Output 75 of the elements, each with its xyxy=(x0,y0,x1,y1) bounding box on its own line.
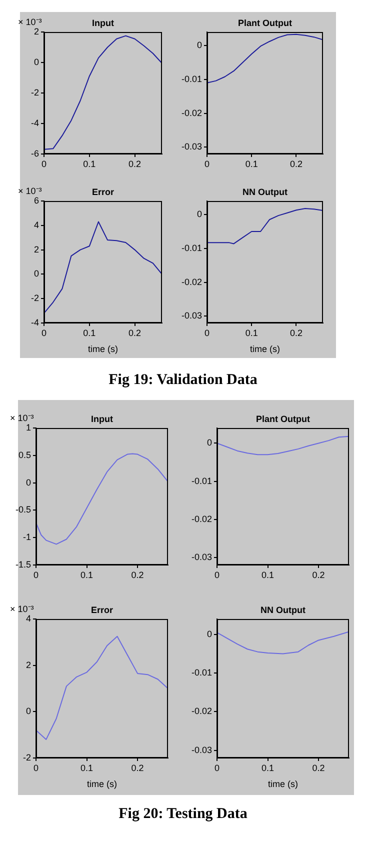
y-tick-label: -0.5 xyxy=(15,504,31,515)
y-tick-label: 2 xyxy=(26,660,31,670)
x-axis-title: time (s) xyxy=(87,779,117,790)
x-tick-label: 0 xyxy=(214,570,220,580)
y-tick-label: -1.5 xyxy=(15,559,31,570)
x-tick-label: 0 xyxy=(41,158,47,169)
x-tick-label: 0.1 xyxy=(262,762,274,773)
x-tick-label: 0.1 xyxy=(245,328,258,338)
y-tick-label: -0.03 xyxy=(191,552,212,562)
y-axis-title: × 10⁻³ xyxy=(10,412,34,423)
y-tick-label: -6 xyxy=(30,148,39,158)
y-axis-title: × 10⁻³ xyxy=(18,186,42,196)
x-tick-label: 0.1 xyxy=(245,158,258,169)
y-tick-label: 6 xyxy=(34,195,39,206)
x-tick-label: 0.2 xyxy=(290,158,302,169)
x-tick-label: 0.1 xyxy=(80,570,94,580)
y-tick-label: -0.03 xyxy=(191,744,212,755)
x-axis-title: time (s) xyxy=(88,344,118,354)
y-tick-label: 0 xyxy=(34,56,39,67)
y-tick-label: 0.5 xyxy=(18,450,31,460)
y-tick-label: -0.03 xyxy=(181,310,202,321)
x-tick-label: 0.2 xyxy=(128,158,142,169)
chart-title: Error xyxy=(90,604,114,615)
y-tick-label: 0 xyxy=(196,40,202,50)
x-tick-label: 0.1 xyxy=(80,762,94,773)
y-tick-label: -0.02 xyxy=(191,706,212,716)
x-axis-title: time (s) xyxy=(250,344,280,354)
y-tick-label: -0.03 xyxy=(181,142,202,152)
y-tick-label: -0.02 xyxy=(181,108,202,118)
chart-title: Plant Output xyxy=(256,414,310,424)
y-tick-label: 1 xyxy=(26,422,31,432)
x-tick-label: 0.2 xyxy=(131,762,144,773)
chart-title: Input xyxy=(92,18,114,28)
y-tick-label: -0.02 xyxy=(191,514,212,524)
chart-title: Plant Output xyxy=(238,18,292,28)
y-axis-title: × 10⁻³ xyxy=(18,16,42,27)
y-tick-label: 4 xyxy=(34,220,39,230)
y-tick-label: -0.01 xyxy=(191,668,212,678)
x-axis-title: time (s) xyxy=(268,779,298,790)
caption: Fig 20: Testing Data xyxy=(118,806,248,823)
chart-title: NN Output xyxy=(260,604,306,615)
chart-title: NN Output xyxy=(242,186,288,197)
y-tick-label: 0 xyxy=(26,706,31,716)
x-tick-label: 0.1 xyxy=(83,328,96,338)
chart-title: Error xyxy=(92,186,114,197)
y-tick-label: 2 xyxy=(34,26,39,36)
y-tick-label: -0.01 xyxy=(181,242,202,253)
x-tick-label: 0.1 xyxy=(262,570,274,580)
y-tick-label: -0.01 xyxy=(181,74,202,84)
y-tick-label: -0.02 xyxy=(181,276,202,287)
y-tick-label: 0 xyxy=(34,268,39,279)
y-axis-title: × 10⁻³ xyxy=(10,604,34,614)
x-tick-label: 0.2 xyxy=(131,570,144,580)
y-tick-label: 2 xyxy=(34,244,39,254)
y-tick-label: -2 xyxy=(22,752,31,762)
caption: Fig 19: Validation Data xyxy=(108,372,258,389)
y-tick-label: 0 xyxy=(206,438,212,448)
y-tick-label: -4 xyxy=(30,317,39,328)
y-tick-label: -0.01 xyxy=(191,476,212,486)
chart-title: Input xyxy=(91,414,113,424)
y-tick-label: -1 xyxy=(22,532,31,542)
x-tick-label: 0.2 xyxy=(128,328,142,338)
x-tick-label: 0.2 xyxy=(312,762,325,773)
y-tick-label: -4 xyxy=(30,118,39,128)
y-tick-label: -2 xyxy=(30,293,39,304)
x-tick-label: 0 xyxy=(214,762,220,773)
x-tick-label: 0.2 xyxy=(312,570,325,580)
y-tick-label: 0 xyxy=(206,628,212,639)
y-tick-label: -2 xyxy=(30,87,39,98)
x-tick-label: 0.1 xyxy=(83,158,96,169)
x-tick-label: 0 xyxy=(41,328,47,338)
y-tick-label: 0 xyxy=(26,477,31,488)
y-tick-label: 0 xyxy=(196,209,202,220)
y-tick-label: 4 xyxy=(26,613,31,624)
x-tick-label: 0.2 xyxy=(290,328,302,338)
